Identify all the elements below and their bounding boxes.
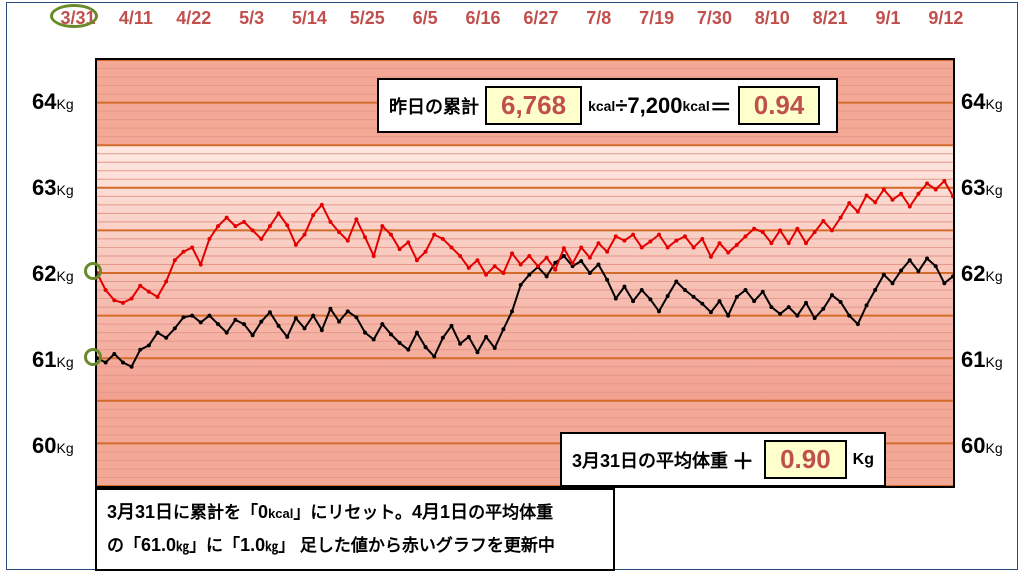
info1-label: 昨日の累計	[389, 93, 479, 119]
date-tick: 7/19	[631, 8, 683, 29]
date-tick: 6/16	[457, 8, 509, 29]
date-tick: 8/10	[746, 8, 798, 29]
date-tick: 6/27	[515, 8, 567, 29]
y-tick-label: 63Kg	[961, 175, 1003, 201]
date-tick: 5/14	[283, 8, 335, 29]
info1-kcal2: kcal	[682, 98, 709, 114]
date-tick: 5/25	[341, 8, 393, 29]
date-tick: 4/22	[168, 8, 220, 29]
y-tick-label: 64Kg	[961, 89, 1003, 115]
y-tick-label: 64Kg	[32, 89, 74, 115]
date-axis: 3/314/114/225/35/145/256/56/166/277/87/1…	[52, 8, 972, 29]
info1-kcal: kcal	[588, 98, 615, 114]
kcal-summary-box: 昨日の累計 6,768 kcal ÷7,200 kcal ＝ 0.94	[377, 78, 838, 133]
info1-mid: ÷7,200	[615, 93, 682, 119]
info2-label: 3月31日の平均体重	[572, 447, 728, 473]
start-marker-black-icon	[84, 348, 102, 366]
info1-value: 6,768	[485, 86, 582, 125]
date-tick: 4/11	[110, 8, 162, 29]
start-marker-red-icon	[84, 262, 102, 280]
info1-eq: ＝	[710, 90, 732, 122]
info2-value: 0.90	[764, 440, 847, 479]
y-tick-label: 63Kg	[32, 175, 74, 201]
date-tick: 5/3	[226, 8, 278, 29]
info2-plus: ＋	[732, 444, 754, 476]
y-tick-label: 62Kg	[961, 261, 1003, 287]
date-tick: 8/21	[804, 8, 856, 29]
info1-result: 0.94	[738, 86, 821, 125]
date-tick: 7/30	[688, 8, 740, 29]
info2-unit: Kg	[853, 451, 874, 469]
highlight-date-circle-icon	[50, 4, 98, 28]
date-tick: 9/1	[862, 8, 914, 29]
y-tick-label: 61Kg	[32, 347, 74, 373]
date-tick: 6/5	[399, 8, 451, 29]
avg-weight-box: 3月31日の平均体重 ＋ 0.90 Kg	[560, 432, 886, 487]
y-tick-label: 60Kg	[32, 433, 74, 459]
y-tick-label: 60Kg	[961, 433, 1003, 459]
caption-line-1: 3月31日に累計を「0kcal」にリセット。4月1日の平均体重	[107, 496, 603, 529]
caption-box: 3月31日に累計を「0kcal」にリセット。4月1日の平均体重 の「61.0㎏」…	[95, 488, 615, 571]
date-tick: 7/8	[573, 8, 625, 29]
y-tick-label: 62Kg	[32, 261, 74, 287]
y-tick-label: 61Kg	[961, 347, 1003, 373]
date-tick: 9/12	[920, 8, 972, 29]
caption-line-2: の「61.0㎏」に「1.0㎏」 足した値から赤いグラフを更新中	[107, 529, 603, 562]
